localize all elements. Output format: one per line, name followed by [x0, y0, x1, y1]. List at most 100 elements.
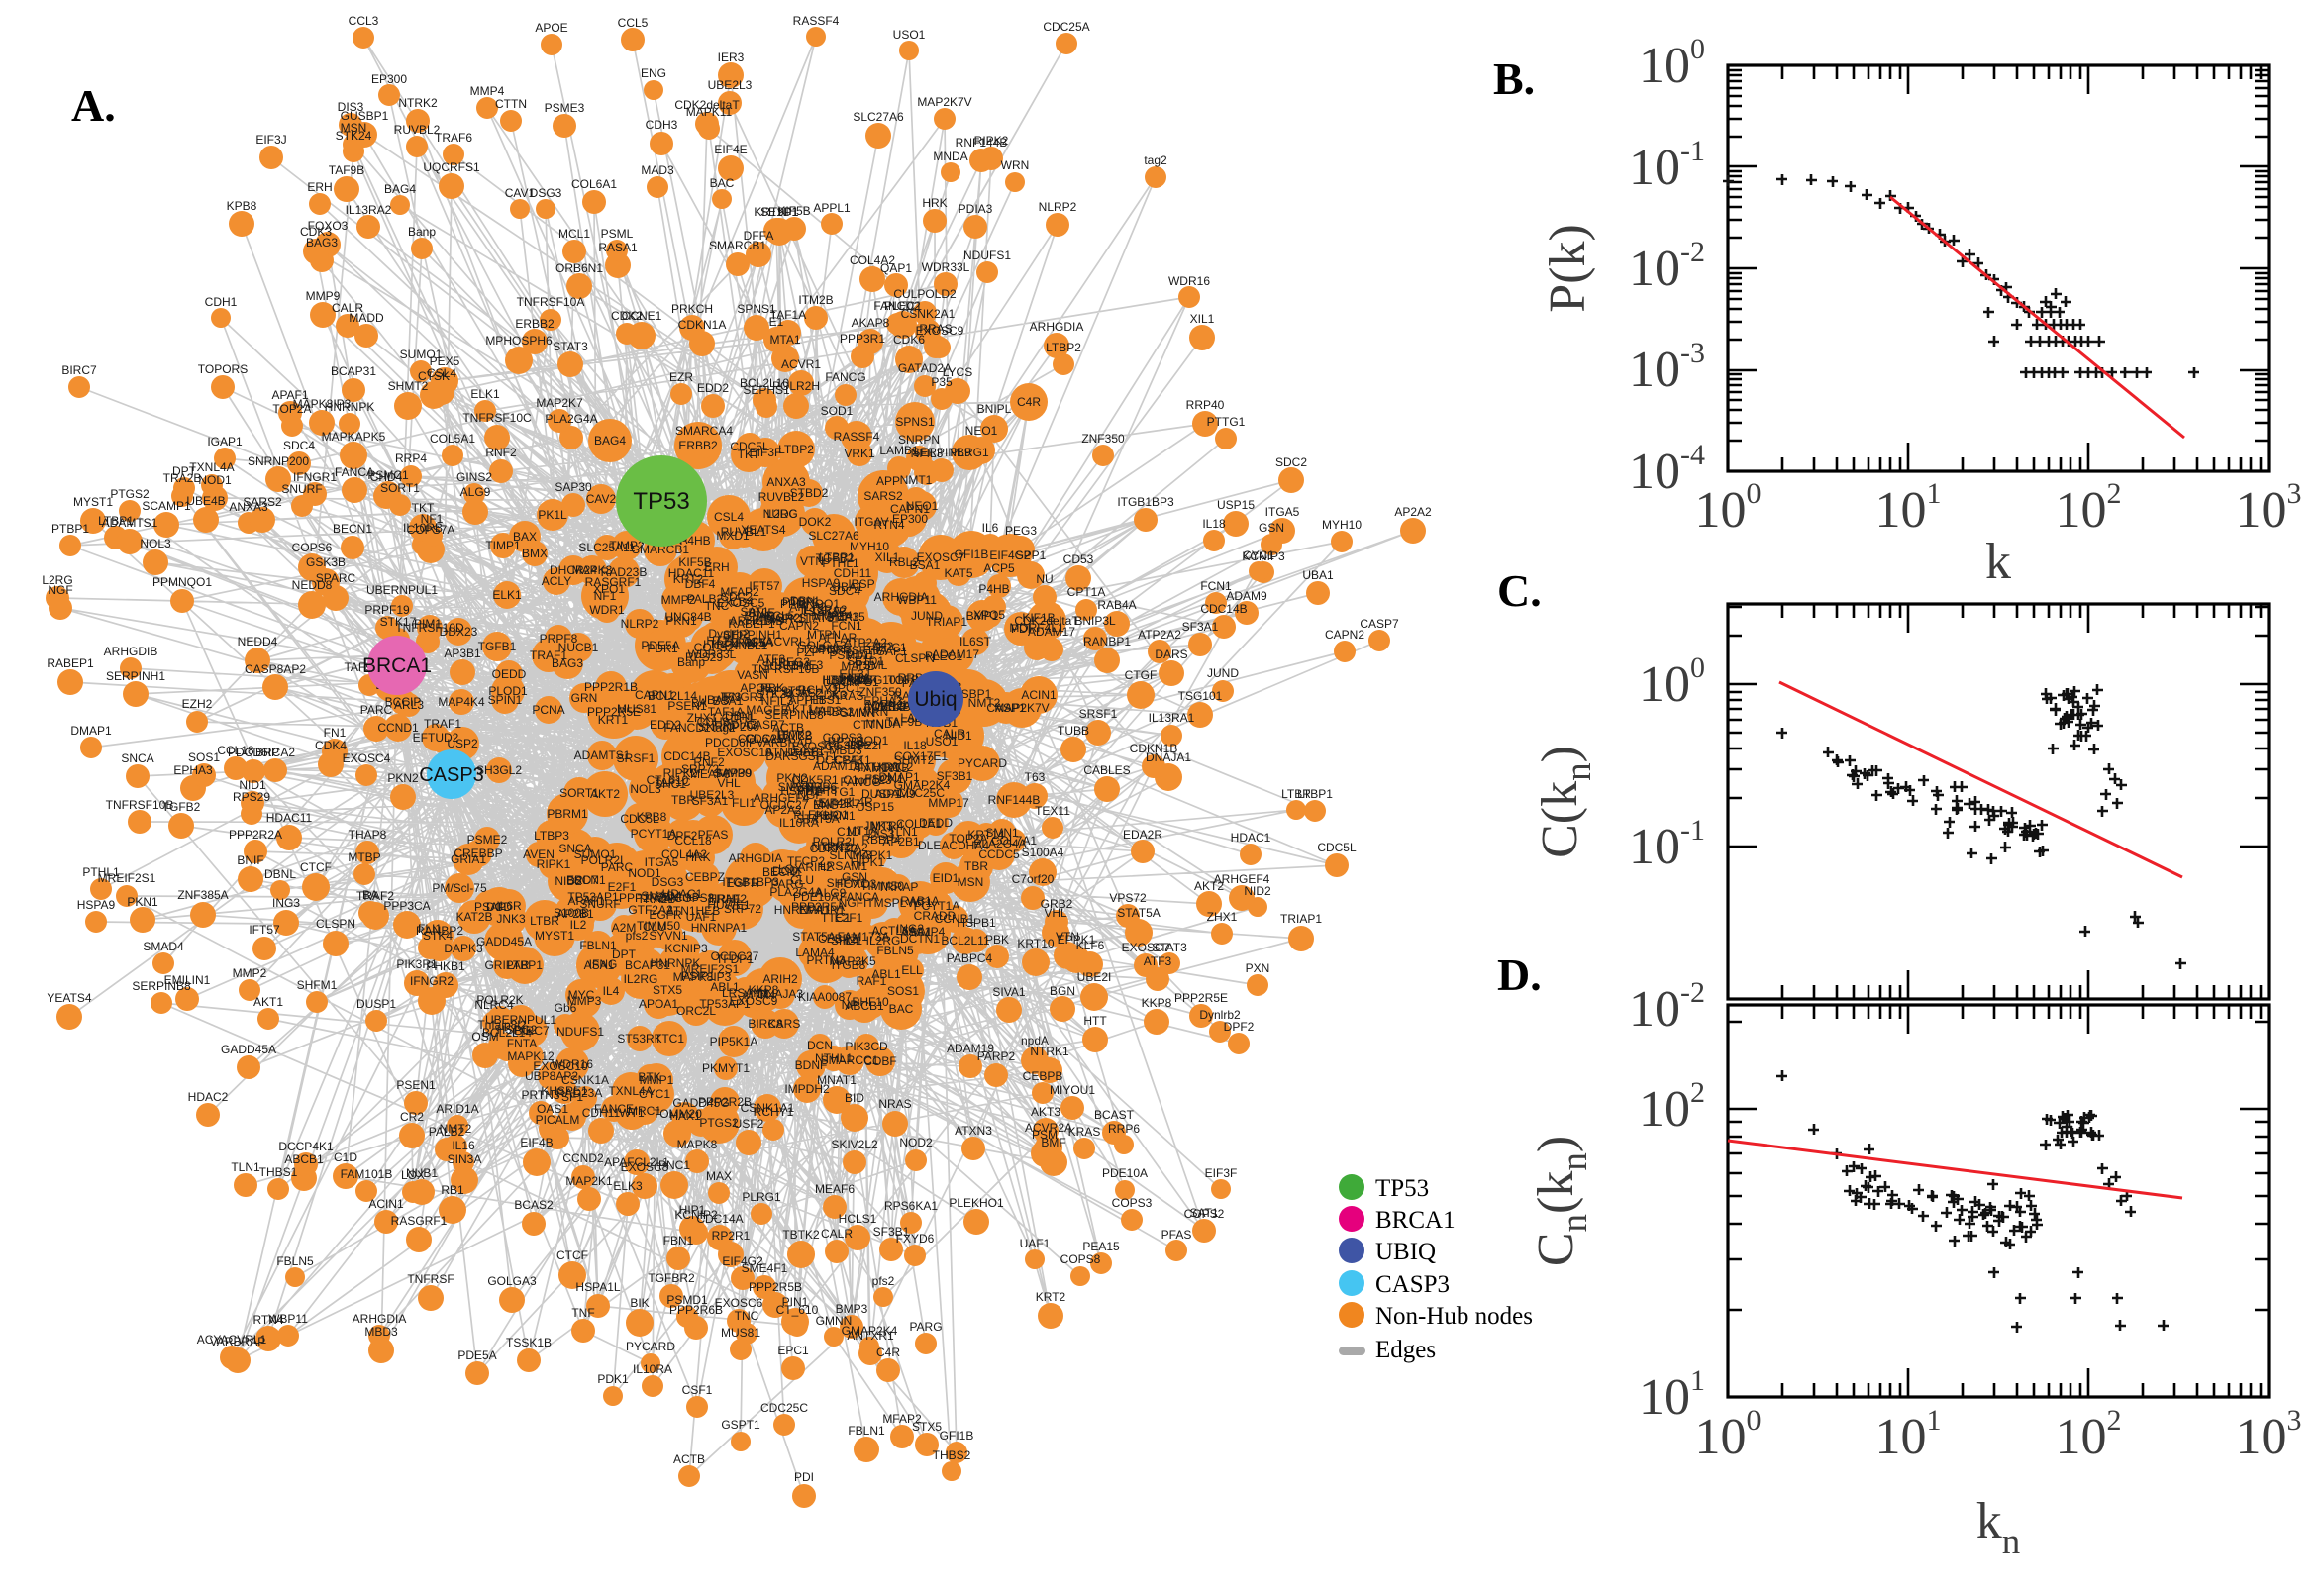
svg-text:DBNL: DBNL	[725, 709, 757, 723]
svg-text:NLRP2: NLRP2	[621, 617, 659, 631]
svg-text:PABPC4: PABPC4	[947, 951, 993, 965]
svg-text:PDE10A: PDE10A	[793, 890, 839, 904]
svg-text:RUVBL1: RUVBL1	[721, 525, 767, 539]
svg-text:L2RG: L2RG	[766, 507, 797, 521]
svg-text:NOL3: NOL3	[630, 782, 661, 796]
svg-text:HSPA9: HSPA9	[77, 898, 116, 912]
svg-text:D.: D.	[1497, 949, 1542, 1000]
svg-text:NF1: NF1	[594, 589, 617, 603]
svg-text:SNRNP200: SNRNP200	[248, 454, 309, 468]
svg-text:ARHGDIB: ARHGDIB	[730, 614, 784, 628]
svg-text:TKT: TKT	[738, 448, 760, 461]
svg-text:SPNS1: SPNS1	[737, 302, 776, 316]
svg-text:SERPINB9: SERPINB9	[912, 446, 971, 459]
svg-text:IFNGR2: IFNGR2	[757, 611, 800, 625]
svg-text:GMAP2K4: GMAP2K4	[842, 1324, 898, 1338]
svg-text:EXOSC6: EXOSC6	[792, 740, 841, 753]
svg-text:SME4F1: SME4F1	[742, 1261, 788, 1275]
svg-text:CCL3: CCL3	[875, 700, 906, 714]
svg-text:PBK: PBK	[760, 681, 784, 695]
svg-text:SNCA: SNCA	[121, 751, 153, 765]
svg-text:LTBP1: LTBP1	[1297, 787, 1333, 801]
svg-text:tag2: tag2	[712, 721, 736, 735]
svg-text:ACIN1: ACIN1	[1021, 688, 1057, 702]
svg-text:PM/Scl-75: PM/Scl-75	[432, 881, 487, 895]
svg-text:NFIL3: NFIL3	[911, 447, 944, 460]
svg-text:EIF3F: EIF3F	[750, 446, 782, 459]
svg-text:PLA2G4A: PLA2G4A	[769, 885, 822, 899]
svg-text:BGN: BGN	[1050, 984, 1075, 998]
svg-text:LTBP1: LTBP1	[507, 958, 543, 972]
svg-text:IFNGR2: IFNGR2	[410, 974, 454, 988]
svg-text:FCN1: FCN1	[1200, 579, 1232, 593]
svg-text:GPC1: GPC1	[829, 681, 861, 695]
svg-text:KRAS: KRAS	[1068, 1125, 1101, 1139]
svg-text:LYCS: LYCS	[943, 365, 972, 379]
svg-text:T63: T63	[721, 690, 742, 704]
svg-text:TGFBR2: TGFBR2	[648, 1271, 695, 1285]
svg-text:MCL1: MCL1	[558, 227, 590, 241]
svg-text:EPC1: EPC1	[875, 641, 907, 654]
svg-text:CCL5: CCL5	[764, 609, 795, 623]
svg-text:POLR2H: POLR2H	[772, 379, 820, 393]
svg-text:CAV2: CAV2	[586, 492, 617, 506]
svg-text:RBBP4: RBBP4	[861, 833, 901, 847]
svg-text:CDH1: CDH1	[205, 295, 238, 309]
svg-text:MAP3K5: MAP3K5	[829, 954, 876, 968]
svg-text:SPNS1: SPNS1	[895, 415, 935, 429]
svg-text:CCNE1: CCNE1	[622, 309, 662, 323]
svg-text:GMAP2K4: GMAP2K4	[894, 778, 951, 792]
svg-text:XPO5: XPO5	[973, 608, 1005, 622]
svg-text:NGFITMSPL: NGFITMSPL	[839, 896, 907, 910]
svg-text:JNK3: JNK3	[863, 819, 893, 833]
svg-text:PIP5K1A: PIP5K1A	[710, 1035, 758, 1048]
svg-text:PSMD1: PSMD1	[829, 648, 870, 662]
svg-text:STBD2: STBD2	[790, 486, 829, 500]
svg-text:RABEP1: RABEP1	[47, 656, 94, 670]
svg-text:HRK: HRK	[685, 850, 710, 864]
svg-text:FBLN5: FBLN5	[276, 1254, 314, 1268]
svg-text:npdA: npdA	[1021, 1034, 1049, 1047]
svg-text:PYCARD: PYCARD	[958, 756, 1007, 770]
svg-text:TNFRSF10B: TNFRSF10B	[752, 662, 820, 676]
svg-text:TOPORS: TOPORS	[802, 643, 852, 656]
svg-text:PSEN1: PSEN1	[396, 1078, 436, 1092]
svg-text:RAF1: RAF1	[857, 974, 887, 988]
svg-text:ACVR2A: ACVR2A	[863, 699, 911, 713]
svg-text:IL18: IL18	[1202, 517, 1226, 531]
svg-text:FLI1: FLI1	[418, 922, 442, 936]
svg-text:WRN: WRN	[1001, 158, 1030, 172]
svg-text:C.: C.	[1497, 565, 1542, 616]
svg-text:IFNGR1: IFNGR1	[721, 690, 764, 704]
svg-text:DBNL: DBNL	[264, 867, 296, 881]
svg-text:KARS: KARS	[768, 1017, 801, 1031]
svg-text:KCNIP2: KCNIP2	[674, 1208, 718, 1222]
svg-text:TP53BP2: TP53BP2	[821, 739, 872, 752]
svg-text:DPF2: DPF2	[1224, 1020, 1255, 1034]
svg-text:MAP2K7: MAP2K7	[813, 797, 860, 811]
svg-text:FANCD2: FANCD2	[663, 721, 711, 735]
svg-text:APOE: APOE	[535, 21, 567, 35]
svg-text:SHFM1: SHFM1	[297, 978, 338, 992]
svg-text:P(k): P(k)	[1540, 224, 1596, 313]
svg-text:GMNN: GMNN	[840, 706, 876, 720]
svg-text:STK4: STK4	[423, 929, 453, 943]
svg-text:PSME2: PSME2	[467, 833, 508, 847]
svg-text:LTBR: LTBR	[1281, 787, 1311, 801]
svg-text:SNURF: SNURF	[281, 482, 322, 496]
svg-text:RRP6: RRP6	[805, 780, 837, 794]
svg-text:BCAP31: BCAP31	[625, 958, 670, 972]
svg-text:PTBP1: PTBP1	[782, 595, 820, 609]
svg-text:UBERNPUL1: UBERNPUL1	[485, 1013, 556, 1027]
svg-text:WBP11: WBP11	[897, 593, 937, 607]
svg-text:ERH: ERH	[307, 180, 332, 194]
svg-text:APAF1: APAF1	[271, 388, 308, 402]
svg-text:PFAS: PFAS	[1162, 1228, 1192, 1242]
svg-text:EXOSC8: EXOSC8	[621, 1160, 669, 1174]
svg-text:HTT: HTT	[706, 634, 730, 648]
svg-text:SOS1: SOS1	[188, 750, 220, 764]
svg-text:CR2: CR2	[400, 1110, 424, 1124]
svg-text:BCL2L11: BCL2L11	[941, 934, 989, 948]
svg-text:DEDD: DEDD	[919, 816, 953, 830]
svg-text:SCAMP1: SCAMP1	[761, 659, 811, 673]
